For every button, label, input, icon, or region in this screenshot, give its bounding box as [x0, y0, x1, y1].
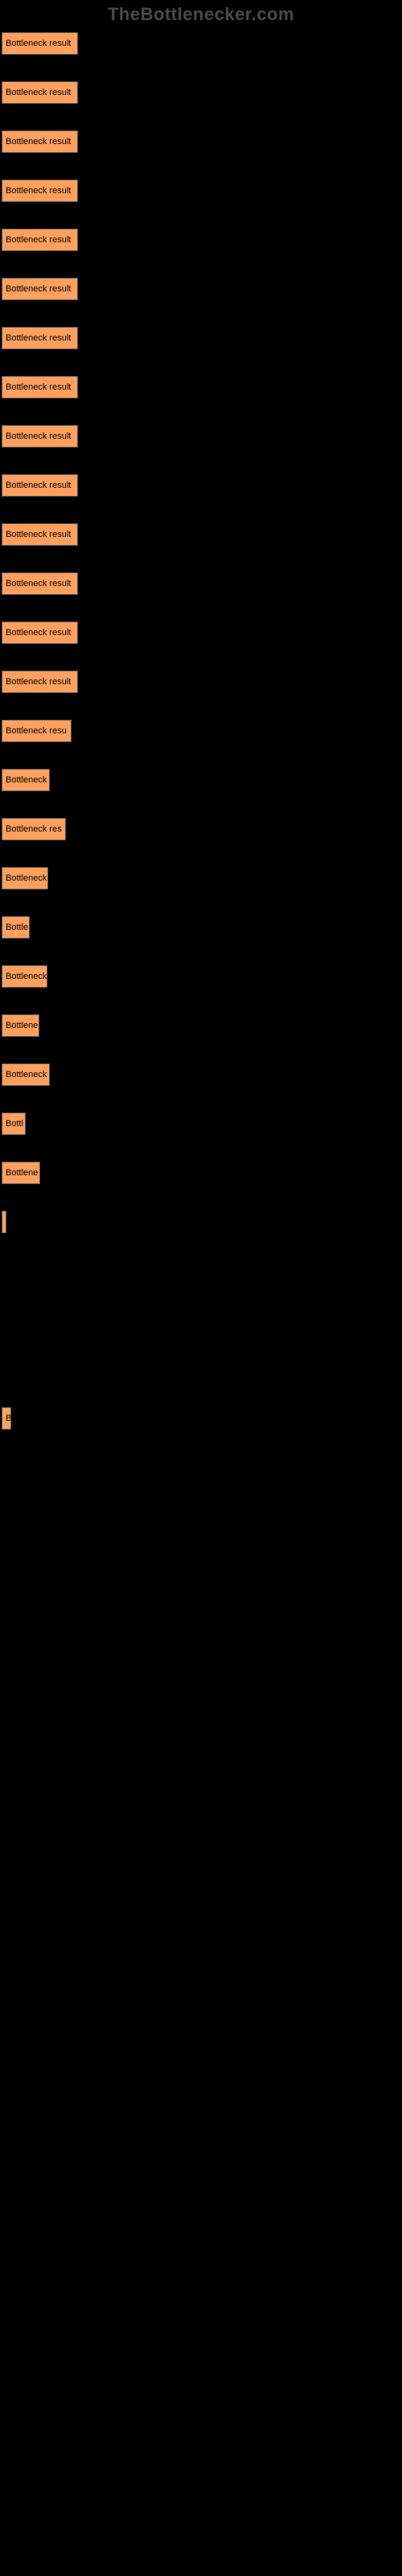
bar: Bottleneck result — [2, 523, 78, 546]
bar-row: Bottleneck — [2, 1063, 402, 1086]
bar: Bottleneck — [2, 965, 47, 988]
bar-row: Bottleneck res — [2, 818, 402, 840]
bar: Bottleneck result — [2, 474, 78, 497]
bar: Bottleneck result — [2, 180, 78, 202]
bar-row: Bottleneck result — [2, 425, 402, 448]
bar-row: Bottlene — [2, 1162, 402, 1184]
bar-row: Bottleneck result — [2, 180, 402, 202]
bar: Bottleneck result — [2, 81, 78, 104]
bar: Bottleneck result — [2, 621, 78, 644]
bar-row: Bottl — [2, 1113, 402, 1135]
bar: Bottleneck res — [2, 818, 66, 840]
bar-chart: Bottleneck result Bottleneck result Bottle… — [0, 0, 402, 1430]
bar: Bottleneck — [2, 867, 48, 890]
bar-row: Bottleneck result — [2, 621, 402, 644]
bar-row: Bottleneck result — [2, 32, 402, 55]
bar: B — [2, 1407, 11, 1430]
bar-row: Bottle — [2, 916, 402, 939]
bar: Bottlene — [2, 1014, 39, 1037]
bar-row: Bottlene — [2, 1014, 402, 1037]
bar-row: Bottleneck result — [2, 671, 402, 693]
bar: Bottleneck result — [2, 376, 78, 398]
bar: Bottlene — [2, 1162, 40, 1184]
bar: Bottleneck — [2, 769, 50, 791]
bar — [2, 1211, 6, 1233]
bar-row: Bottleneck result — [2, 327, 402, 349]
bar: Bottleneck result — [2, 327, 78, 349]
bar-row: Bottleneck result — [2, 229, 402, 251]
bar-row: Bottleneck result — [2, 474, 402, 497]
bar-row: Bottleneck result — [2, 572, 402, 595]
bar-row: Bottleneck result — [2, 278, 402, 300]
bar: Bottleneck result — [2, 130, 78, 153]
bar-row: Bottleneck result — [2, 81, 402, 104]
bar-row: Bottleneck — [2, 965, 402, 988]
watermark-text: TheBottlenecker.com — [108, 4, 294, 25]
bar: Bottleneck resu — [2, 720, 72, 742]
bar-row — [2, 1309, 402, 1331]
bar: Bottleneck result — [2, 572, 78, 595]
bar-row — [2, 1211, 402, 1233]
bar: Bottleneck result — [2, 425, 78, 448]
bar: Bottle — [2, 916, 30, 939]
bar-row — [2, 1260, 402, 1282]
bar: Bottleneck result — [2, 671, 78, 693]
bar: Bottl — [2, 1113, 26, 1135]
bar: Bottleneck — [2, 1063, 50, 1086]
bar-row: Bottleneck result — [2, 130, 402, 153]
bar-row: B — [2, 1407, 402, 1430]
bar-row: Bottleneck — [2, 769, 402, 791]
bar-row: Bottleneck — [2, 867, 402, 890]
bar-row — [2, 1358, 402, 1381]
bar: Bottleneck result — [2, 278, 78, 300]
bar-row: Bottleneck result — [2, 376, 402, 398]
bar-row: Bottleneck result — [2, 523, 402, 546]
bar: Bottleneck result — [2, 229, 78, 251]
bar-row: Bottleneck resu — [2, 720, 402, 742]
bar: Bottleneck result — [2, 32, 78, 55]
